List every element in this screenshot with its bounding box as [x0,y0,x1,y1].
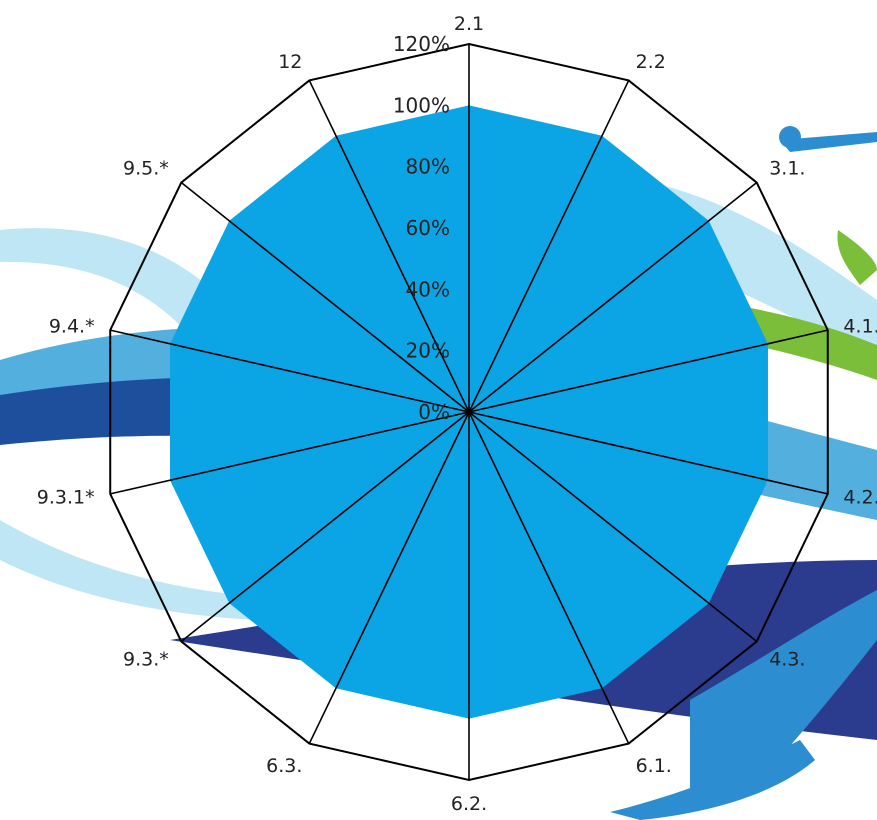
spoke-12 [308,80,470,413]
spoke-2.2 [468,80,630,413]
spoke-4.2. [468,411,828,495]
background-wave [690,590,877,800]
category-label: 9.3.1* [37,486,95,508]
r-tick-label: 80% [406,155,450,179]
label-layer: 2.1 2.2 3.1. 4.1. 4.2. 4.3. 6.1. 6.2. 6.3. 9.3.* 9… [37,13,877,815]
category-label: 12 [278,51,302,73]
spoke-6.3. [308,411,470,744]
r-tick-label: 0% [418,400,450,424]
grid-layer [109,42,829,782]
r-tick-label: 60% [406,216,450,240]
r-tick-label: 120% [393,32,450,56]
spoke-6.1. [468,411,630,744]
category-label: 9.4.* [49,316,95,338]
category-label: 9.3.* [123,648,169,670]
background-dot [779,126,801,148]
category-label: 4.2. [843,486,877,508]
spoke-4.1. [468,329,828,413]
r-tick-label: 40% [406,277,450,301]
category-label: 4.1. [843,316,877,338]
spoke-9.4.* [110,329,470,413]
category-label: 4.3. [769,648,805,670]
spoke-9.3.* [180,411,470,643]
category-label: 6.2. [451,793,487,815]
category-label: 6.3. [266,755,302,777]
spoke-9.3.1* [110,411,470,495]
category-label: 6.1. [636,755,672,777]
background-wave [610,740,815,820]
spoke-9.5.* [180,181,470,413]
r-tick-label: 20% [406,339,450,363]
background-wave [837,230,877,285]
category-label: 3.1. [769,158,805,180]
spoke-4.3. [468,411,758,643]
r-tick-label: 100% [393,93,450,117]
background-wave [780,132,877,152]
spoke-3.1. [468,181,758,413]
category-label: 2.2 [636,51,666,73]
category-label: 9.5.* [123,158,169,180]
category-label: 2.1 [454,13,484,35]
